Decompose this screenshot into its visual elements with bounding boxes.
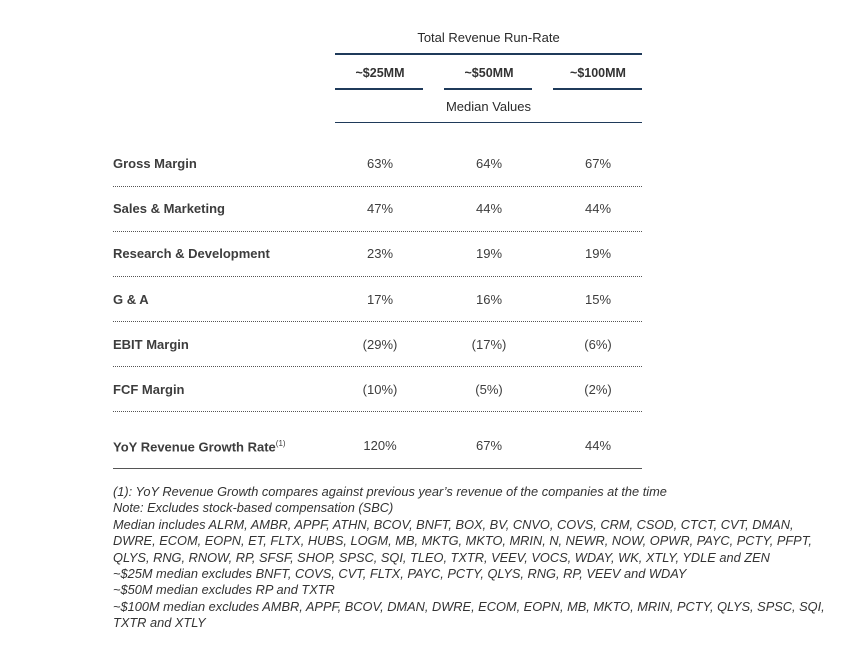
table-cell: 47% <box>366 201 394 216</box>
median-values-label: Median Values <box>445 99 532 114</box>
table-cell: 19% <box>475 246 503 261</box>
column-header-100mm: ~$100MM <box>570 66 626 80</box>
table-bottom-rule <box>113 468 642 469</box>
table-cell: (17%) <box>471 337 507 352</box>
table-cell: 16% <box>475 292 503 307</box>
table-cell: 44% <box>584 201 612 216</box>
note-25m-excludes: ~$25M median excludes BNFT, COVS, CVT, F… <box>113 566 687 582</box>
column-rule-25mm <box>335 88 423 90</box>
header-bottom-rule <box>335 122 642 123</box>
table-cell: (5%) <box>475 382 503 397</box>
table-cell: (10%) <box>362 382 398 397</box>
table-cell: 44% <box>584 438 612 453</box>
table-cell: 19% <box>584 246 612 261</box>
footnote-1: (1): YoY Revenue Growth compares against… <box>113 484 667 499</box>
header-top-rule <box>335 53 642 55</box>
table-cell: 23% <box>366 246 394 261</box>
row-label-fcf-margin: FCF Margin <box>113 382 185 397</box>
table-cell: (2%) <box>584 382 612 397</box>
column-header-25mm: ~$25MM <box>355 66 405 80</box>
note-sbc: Note: Excludes stock-based compensation … <box>113 500 394 516</box>
row-divider <box>113 231 642 232</box>
table-cell: (29%) <box>362 337 398 352</box>
row-label-yoy-revenue-growth: YoY Revenue Growth Rate(1) <box>113 439 286 454</box>
row-label-ebit-margin: EBIT Margin <box>113 337 189 352</box>
note-median-includes: Median includes ALRM, AMBR, APPF, ATHN, … <box>113 516 812 565</box>
table-cell: 15% <box>584 292 612 307</box>
table-cell: 67% <box>475 438 503 453</box>
row-label-research-development: Research & Development <box>113 246 270 261</box>
row-label-sales-marketing: Sales & Marketing <box>113 201 225 216</box>
row-divider <box>113 411 642 412</box>
row-label-gross-margin: Gross Margin <box>113 156 197 171</box>
row-label-text: YoY Revenue Growth Rate <box>113 439 276 455</box>
row-divider <box>113 366 642 367</box>
table-cell: 63% <box>366 156 394 171</box>
note-100m-excludes: ~$100M median excludes AMBR, APPF, BCOV,… <box>113 598 825 631</box>
table-group-title: Total Revenue Run-Rate <box>417 30 560 45</box>
row-divider <box>113 321 642 322</box>
row-divider <box>113 276 642 277</box>
table-cell: (6%) <box>584 337 612 352</box>
row-label-g-and-a: G & A <box>113 292 149 307</box>
column-rule-100mm <box>553 88 642 90</box>
table-cell: 120% <box>363 438 397 453</box>
table-cell: 64% <box>475 156 503 171</box>
table-cell: 44% <box>475 201 503 216</box>
row-divider <box>113 186 642 187</box>
column-header-50mm: ~$50MM <box>464 66 514 80</box>
column-rule-50mm <box>444 88 532 90</box>
footnote-marker: (1) <box>275 439 286 448</box>
table-cell: 17% <box>366 292 394 307</box>
footnotes: (1): YoY Revenue Growth compares against… <box>113 484 833 632</box>
note-50m-excludes: ~$50M median excludes RP and TXTR <box>113 582 335 598</box>
table-cell: 67% <box>584 156 612 171</box>
